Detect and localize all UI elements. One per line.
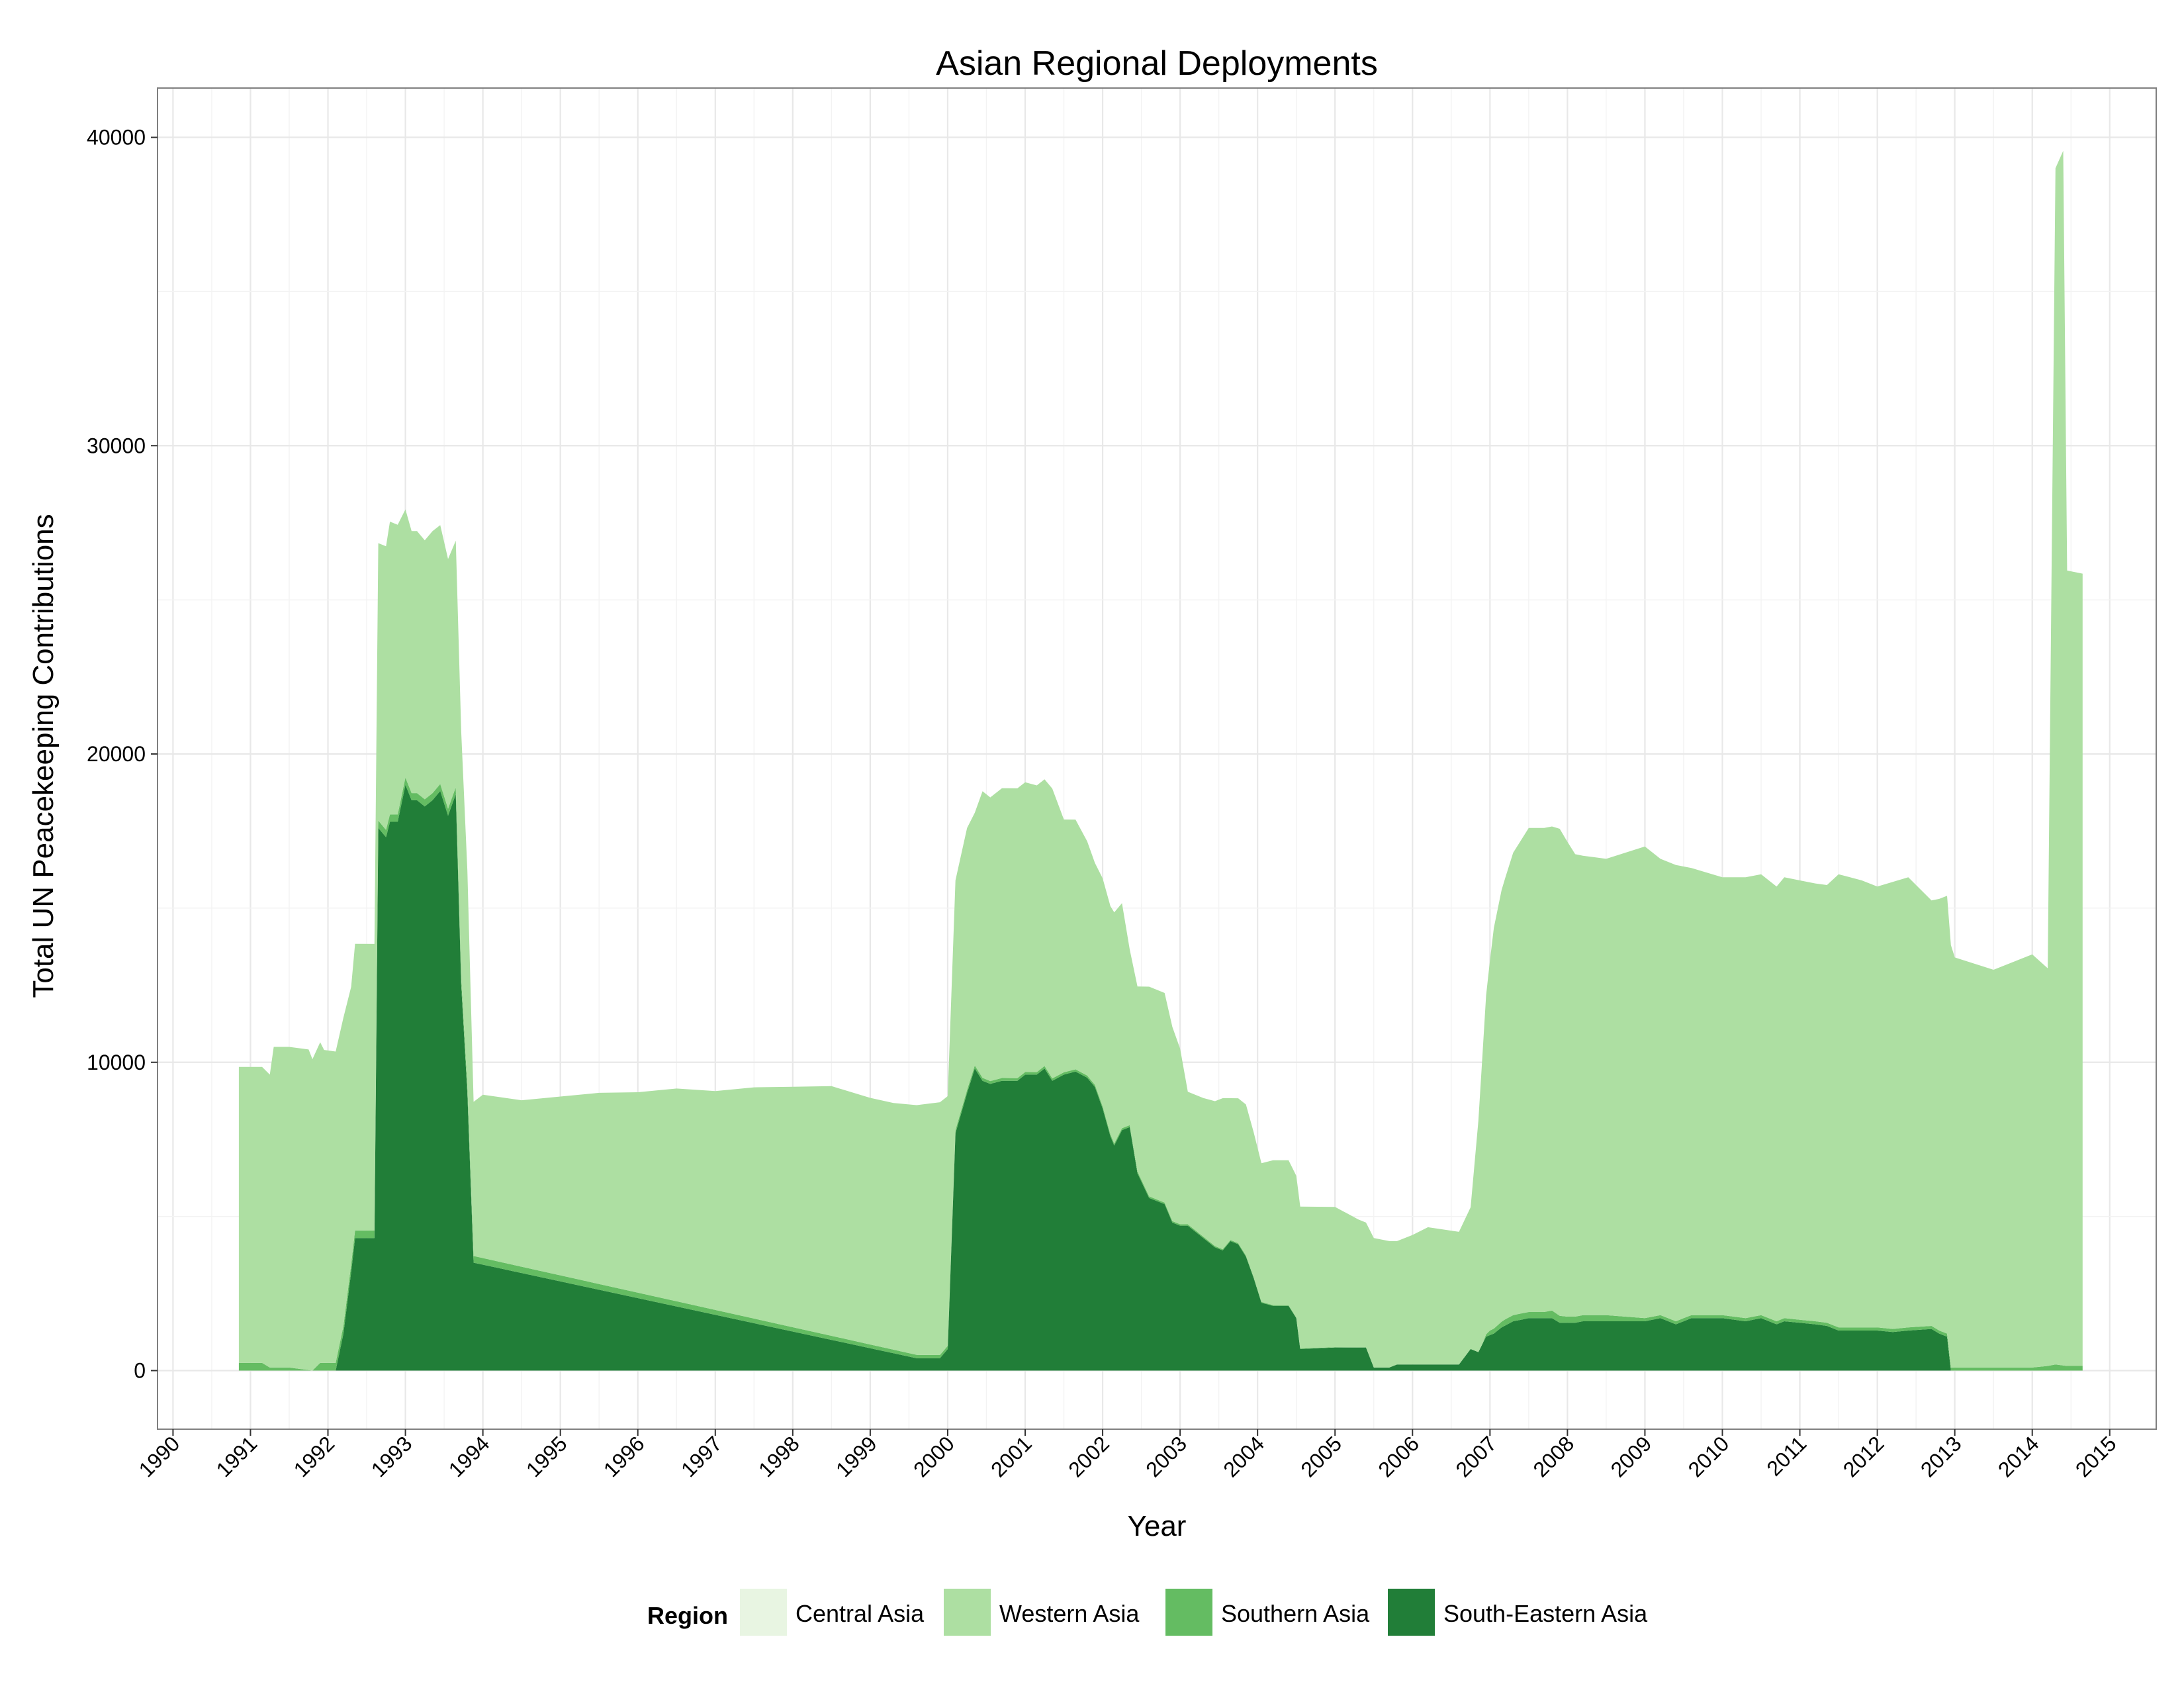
legend-label-central-asia: Central Asia (796, 1600, 925, 1627)
x-tick-label: 2009 (1606, 1431, 1657, 1481)
x-tick-label: 1998 (754, 1431, 804, 1481)
legend-title: Region (647, 1602, 728, 1629)
x-tick-label: 2015 (2071, 1431, 2121, 1481)
legend-label-southern-asia: Southern Asia (1221, 1600, 1370, 1627)
x-tick-label: 1992 (289, 1431, 340, 1481)
x-tick-label: 2002 (1064, 1431, 1114, 1481)
legend-label-south-eastern-asia: South-Eastern Asia (1443, 1600, 1648, 1627)
x-tick-label: 2006 (1373, 1431, 1424, 1481)
x-tick-label: 2014 (1993, 1431, 2044, 1481)
x-tick-label: 2008 (1529, 1431, 1579, 1481)
x-axis-title: Year (1128, 1510, 1187, 1542)
x-tick-label: 1990 (134, 1431, 185, 1481)
x-tick-label: 1999 (831, 1431, 882, 1481)
x-tick-label: 2003 (1141, 1431, 1191, 1481)
x-tick-label: 2007 (1451, 1431, 1501, 1481)
x-tick-label: 2010 (1684, 1431, 1734, 1481)
y-tick-label: 40000 (87, 126, 146, 150)
x-tick-label: 1991 (212, 1431, 262, 1481)
x-tick-label: 2005 (1296, 1431, 1346, 1481)
y-axis-title: Total UN Peacekeeping Contributions (27, 514, 60, 998)
x-tick-label: 1993 (367, 1431, 417, 1481)
x-tick-label: 2004 (1218, 1431, 1269, 1481)
chart-title: Asian Regional Deployments (936, 44, 1378, 83)
area-south-eastern-asia (238, 784, 2083, 1371)
y-tick-label: 10000 (87, 1051, 146, 1074)
legend: Region Central Asia Western Asia Southern A… (647, 1587, 1648, 1637)
x-tick-label: 2012 (1839, 1431, 1889, 1481)
panel-border (157, 87, 2157, 1430)
y-tick-label: 30000 (87, 434, 146, 457)
x-tick-label: 2013 (1916, 1431, 1966, 1481)
area-western-asia (238, 150, 2083, 1371)
legend-key-central-asia (739, 1587, 788, 1637)
legend-key-southern-asia (1164, 1587, 1214, 1637)
area-layers (238, 150, 2083, 1371)
y-tick-label: 20000 (87, 742, 146, 766)
x-tick-label: 1994 (444, 1431, 494, 1481)
x-tick-label: 1996 (599, 1431, 649, 1481)
y-tick-label: 0 (134, 1359, 146, 1383)
legend-label-western-asia: Western Asia (999, 1600, 1140, 1627)
x-tick-label: 2011 (1762, 1431, 1811, 1480)
x-tick-label: 2000 (909, 1431, 959, 1481)
x-tick-label: 1997 (676, 1431, 727, 1481)
legend-key-south-eastern-asia (1387, 1587, 1436, 1637)
plot-panel (157, 87, 2157, 1430)
legend-key-western-asia (942, 1587, 992, 1637)
x-tick-label: 2001 (986, 1431, 1036, 1481)
x-tick-label: 1995 (522, 1431, 572, 1481)
